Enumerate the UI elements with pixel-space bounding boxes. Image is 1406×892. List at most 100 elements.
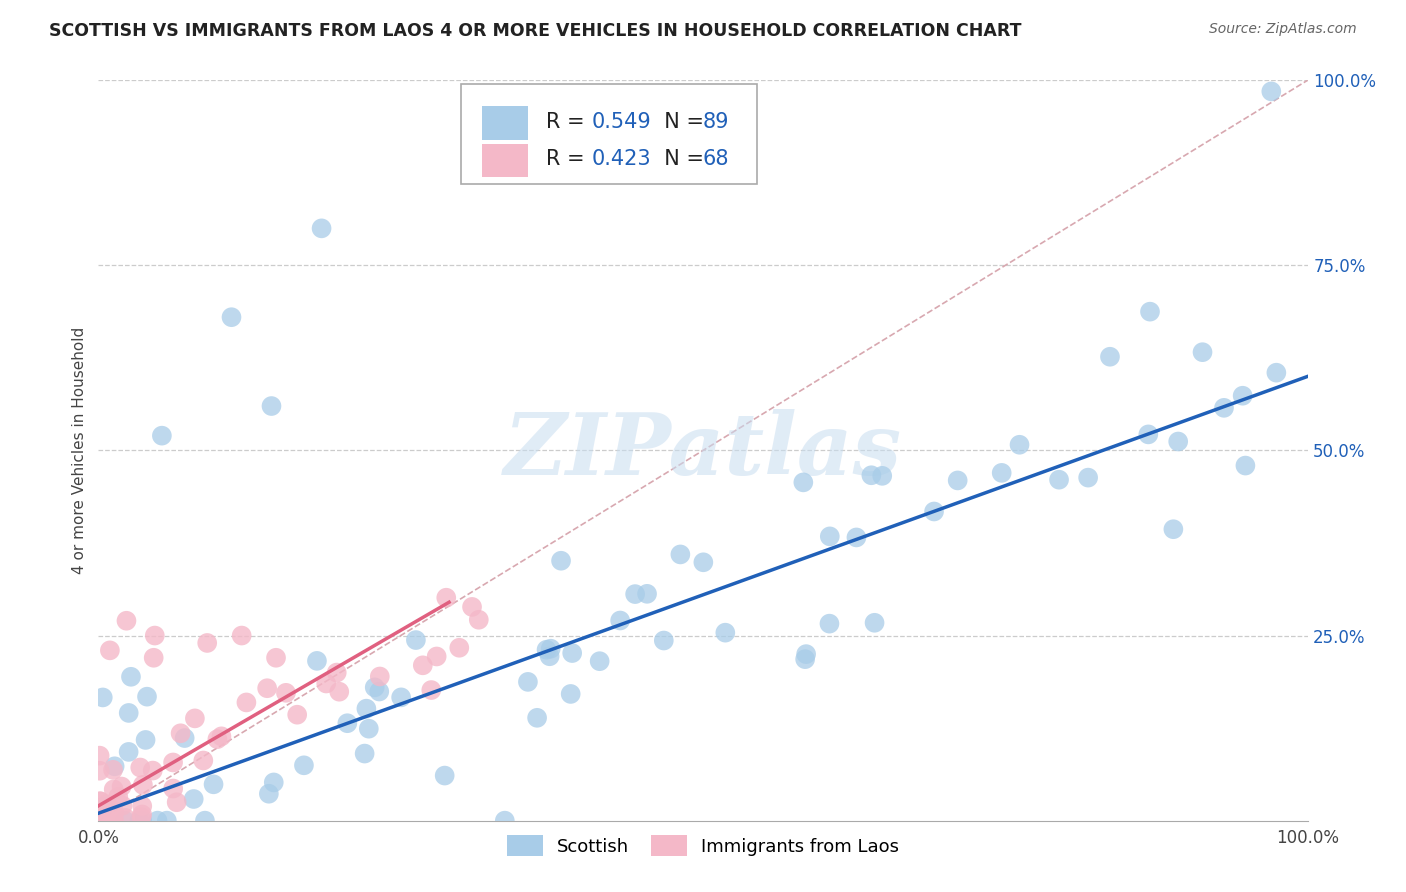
Point — [132, 778, 155, 792]
Point — [162, 781, 184, 796]
Point — [609, 614, 631, 628]
Point — [274, 686, 297, 700]
Point — [221, 310, 243, 325]
Point — [89, 814, 111, 828]
Point — [115, 614, 138, 628]
Point — [652, 633, 675, 648]
Point — [89, 794, 111, 808]
Point — [538, 649, 561, 664]
Text: R =: R = — [546, 112, 591, 132]
Point — [135, 733, 157, 747]
Point — [90, 804, 112, 818]
Point — [1191, 345, 1213, 359]
Point — [103, 782, 125, 797]
Text: 0.549: 0.549 — [592, 112, 651, 132]
Point — [96, 797, 118, 812]
Point — [560, 687, 582, 701]
Point — [87, 814, 110, 828]
Point — [142, 764, 165, 778]
Point — [264, 650, 287, 665]
Point — [101, 811, 124, 825]
Text: SCOTTISH VS IMMIGRANTS FROM LAOS 4 OR MORE VEHICLES IN HOUSEHOLD CORRELATION CHA: SCOTTISH VS IMMIGRANTS FROM LAOS 4 OR MO… — [49, 22, 1022, 40]
Point — [468, 613, 491, 627]
Point — [292, 758, 315, 772]
Point — [624, 587, 647, 601]
Point — [89, 814, 111, 828]
Point — [93, 814, 115, 828]
Point — [461, 599, 484, 614]
Point — [412, 658, 434, 673]
Text: R =: R = — [546, 150, 591, 169]
Point — [860, 468, 883, 483]
Point — [117, 745, 139, 759]
Point — [91, 814, 114, 828]
Point — [87, 814, 110, 828]
FancyBboxPatch shape — [482, 106, 527, 139]
Point — [257, 787, 280, 801]
Point — [89, 748, 111, 763]
Point — [183, 792, 205, 806]
Point — [714, 625, 737, 640]
Point — [194, 814, 217, 828]
Point — [1047, 473, 1070, 487]
Point — [104, 759, 127, 773]
Point — [1139, 304, 1161, 318]
Text: 0.423: 0.423 — [592, 150, 651, 169]
Point — [131, 799, 153, 814]
Point — [114, 814, 136, 828]
Point — [89, 764, 111, 778]
Point — [870, 468, 893, 483]
Point — [449, 640, 471, 655]
Point — [195, 636, 218, 650]
Legend: Scottish, Immigrants from Laos: Scottish, Immigrants from Laos — [499, 828, 907, 863]
Point — [128, 814, 150, 828]
Point — [184, 711, 207, 725]
Point — [588, 654, 610, 668]
Point — [540, 641, 562, 656]
Point — [1213, 401, 1236, 415]
Point — [101, 763, 124, 777]
Point — [692, 555, 714, 569]
FancyBboxPatch shape — [461, 84, 758, 184]
Point — [114, 811, 136, 825]
Point — [90, 814, 112, 828]
Point — [202, 777, 225, 791]
Point — [103, 805, 125, 820]
Point — [818, 616, 841, 631]
Point — [794, 647, 817, 661]
Point — [922, 504, 945, 518]
Point — [89, 814, 111, 828]
Point — [536, 642, 558, 657]
Point — [111, 798, 134, 813]
Point — [516, 674, 538, 689]
Point — [1232, 389, 1254, 403]
Point — [120, 670, 142, 684]
Point — [93, 814, 115, 828]
Point — [91, 811, 114, 825]
Point — [311, 221, 333, 235]
Point — [356, 701, 378, 715]
Point — [526, 711, 548, 725]
Point — [136, 690, 159, 704]
Text: 68: 68 — [703, 150, 730, 169]
Text: Source: ZipAtlas.com: Source: ZipAtlas.com — [1209, 22, 1357, 37]
Point — [110, 780, 132, 794]
Point — [93, 801, 115, 815]
Point — [845, 530, 868, 544]
Point — [364, 681, 387, 695]
Point — [131, 810, 153, 824]
Point — [357, 722, 380, 736]
Point — [1260, 84, 1282, 98]
Point — [1265, 366, 1288, 380]
Point — [550, 554, 572, 568]
Text: N =: N = — [651, 112, 710, 132]
Text: 89: 89 — [703, 112, 730, 132]
Point — [107, 789, 129, 804]
Point — [434, 591, 457, 605]
Point — [118, 706, 141, 720]
Point — [260, 399, 283, 413]
Point — [405, 633, 427, 648]
Point — [494, 814, 516, 828]
Point — [131, 807, 153, 822]
Point — [87, 814, 110, 828]
